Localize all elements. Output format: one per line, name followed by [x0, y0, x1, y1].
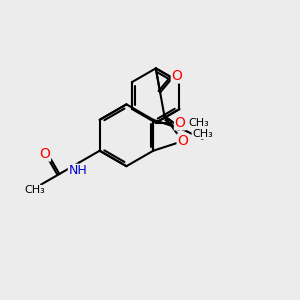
Text: CH₃: CH₃	[25, 185, 46, 196]
Text: O: O	[171, 69, 182, 83]
Text: O: O	[40, 147, 50, 161]
Text: CH₃: CH₃	[188, 118, 209, 128]
Text: O: O	[177, 134, 188, 148]
Text: O: O	[175, 116, 185, 130]
Text: NH: NH	[68, 164, 87, 177]
Text: CH₃: CH₃	[192, 129, 213, 139]
